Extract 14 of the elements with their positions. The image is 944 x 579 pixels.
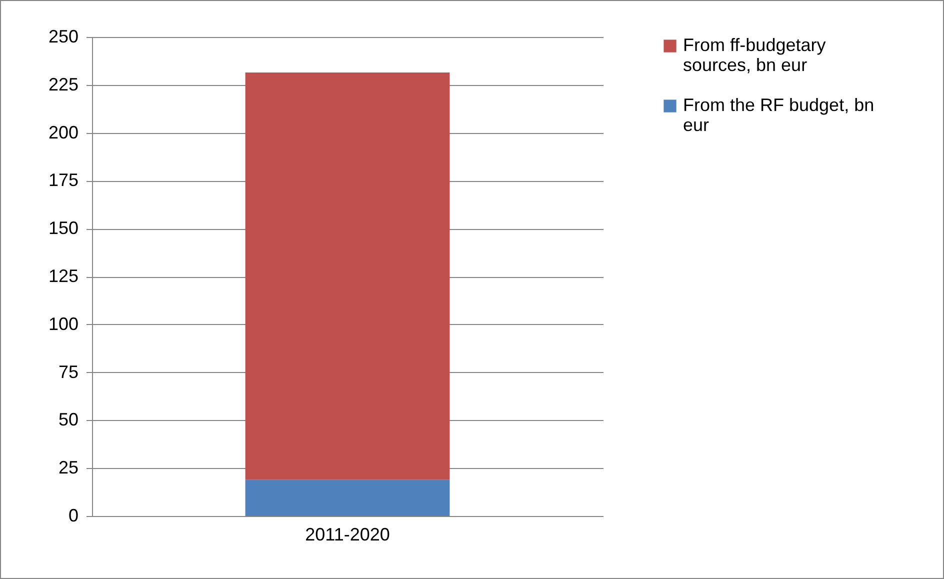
y-tick-label: 100	[48, 314, 78, 334]
y-tick-label: 200	[48, 122, 78, 142]
y-tick-label: 75	[58, 362, 78, 382]
x-tick-label: 2011-2020	[305, 524, 390, 544]
y-tick-label: 25	[58, 458, 78, 478]
y-tick-label: 225	[48, 74, 78, 94]
legend-label: From the RF budget, bn eur	[683, 95, 874, 135]
y-tick-label: 175	[48, 170, 78, 190]
y-tick-label: 0	[68, 506, 78, 526]
y-tick-label: 250	[48, 26, 78, 46]
y-tick-label: 50	[58, 410, 78, 430]
y-tick-label: 125	[48, 266, 78, 286]
y-tick-label: 150	[48, 218, 78, 238]
legend-label: From ff-budgetary sources, bn eur	[683, 35, 826, 75]
